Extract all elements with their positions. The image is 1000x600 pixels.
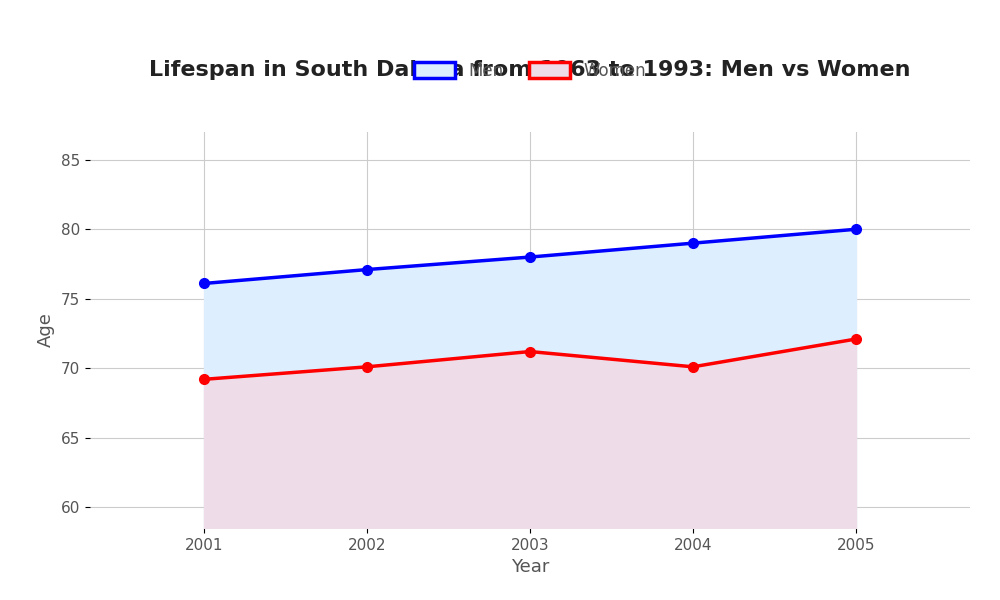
Title: Lifespan in South Dakota from 1963 to 1993: Men vs Women: Lifespan in South Dakota from 1963 to 19… [149,61,911,80]
Legend: Men, Women: Men, Women [405,53,655,88]
X-axis label: Year: Year [511,558,549,576]
Y-axis label: Age: Age [37,313,55,347]
